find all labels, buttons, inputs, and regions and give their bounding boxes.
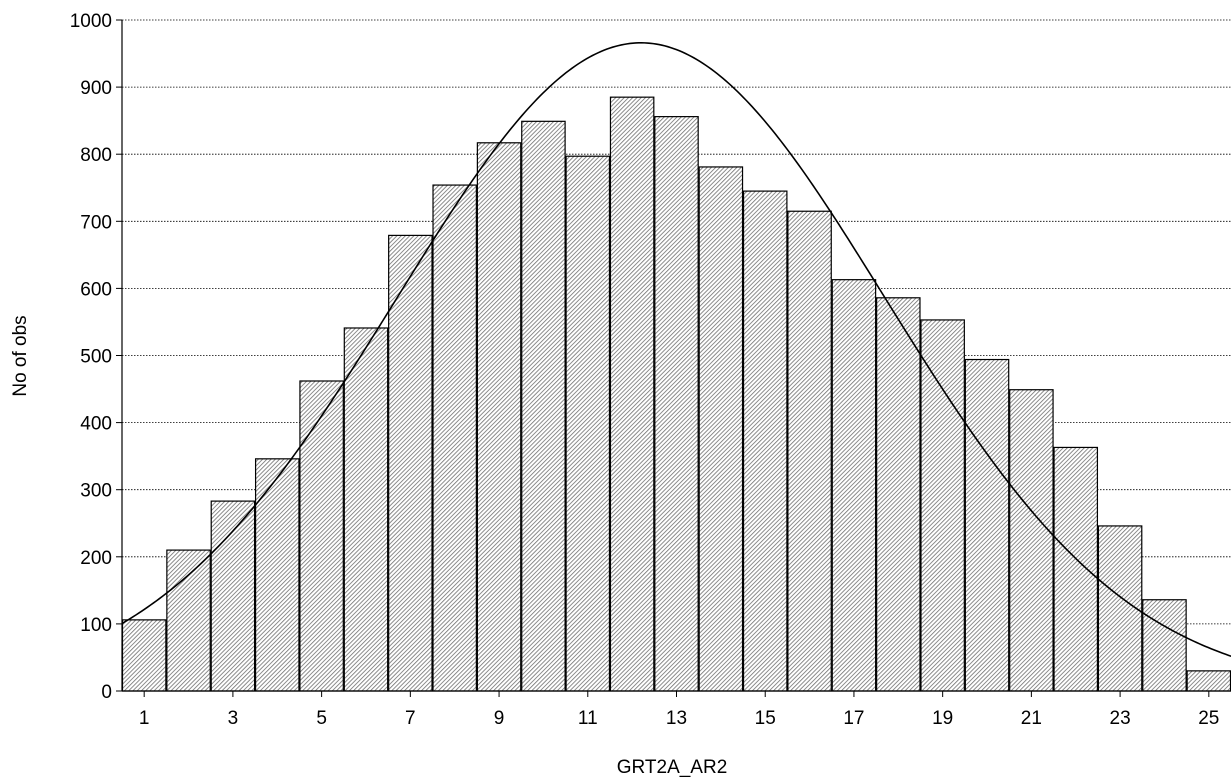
x-tick-label: 17 xyxy=(843,708,864,729)
y-tick-label: 0 xyxy=(101,682,112,703)
histogram-bar xyxy=(964,358,1010,692)
histogram-bar xyxy=(1142,599,1187,692)
x-tick-label: 1 xyxy=(139,708,150,729)
histogram-bar xyxy=(1009,389,1054,692)
histogram-bar xyxy=(521,120,566,692)
histogram-bar xyxy=(210,500,256,692)
histogram-bar xyxy=(476,142,522,692)
y-tick-label: 500 xyxy=(80,347,112,368)
y-tick-label: 600 xyxy=(80,279,112,300)
histogram-bar xyxy=(920,319,965,692)
histogram-bar xyxy=(254,458,300,692)
x-tick-label: 23 xyxy=(1110,708,1131,729)
x-tick-label: 5 xyxy=(316,708,327,729)
fit-curve-line xyxy=(122,42,1231,658)
y-tick-label: 400 xyxy=(80,414,112,435)
x-axis-label: GRT2A_AR2 xyxy=(617,757,728,778)
y-tick-label: 700 xyxy=(80,212,112,233)
histogram-bar xyxy=(388,234,433,692)
histogram-bar xyxy=(876,297,921,692)
histogram-bar xyxy=(166,549,211,692)
histogram-bar xyxy=(742,190,788,692)
y-axis-label: No of obs xyxy=(10,315,31,396)
x-tick-label: 9 xyxy=(494,708,505,729)
histogram-bar xyxy=(1053,446,1099,692)
y-tick-label: 100 xyxy=(80,615,112,636)
x-tick-label: 21 xyxy=(1021,708,1042,729)
x-tick-label: 7 xyxy=(405,708,416,729)
x-tick-label: 19 xyxy=(932,708,953,729)
x-tick-label: 15 xyxy=(755,708,776,729)
histogram-bar xyxy=(831,279,877,692)
y-tick-label: 900 xyxy=(80,78,112,99)
y-tick-label: 200 xyxy=(80,548,112,569)
histogram-bar xyxy=(565,155,611,692)
normal-fit-curve xyxy=(122,42,1231,658)
histogram-bar xyxy=(698,166,744,692)
histogram-bar xyxy=(343,327,389,692)
y-tick-label: 800 xyxy=(80,145,112,166)
histogram-bar xyxy=(1097,525,1143,692)
histogram-bars xyxy=(121,96,1231,692)
y-tick-label: 300 xyxy=(80,481,112,502)
histogram-bar xyxy=(121,619,167,692)
x-tick-label: 11 xyxy=(578,708,598,729)
y-tick-label: 1000 xyxy=(70,11,112,32)
histogram-bar xyxy=(299,380,344,692)
x-tick-label: 13 xyxy=(666,708,687,729)
histogram-bar xyxy=(787,210,832,692)
histogram-bar xyxy=(1186,670,1231,692)
x-tick-label: 25 xyxy=(1198,708,1219,729)
histogram-bar xyxy=(609,96,655,692)
histogram-bar xyxy=(654,116,699,692)
x-tick-label: 3 xyxy=(228,708,239,729)
histogram-bar xyxy=(432,184,477,692)
